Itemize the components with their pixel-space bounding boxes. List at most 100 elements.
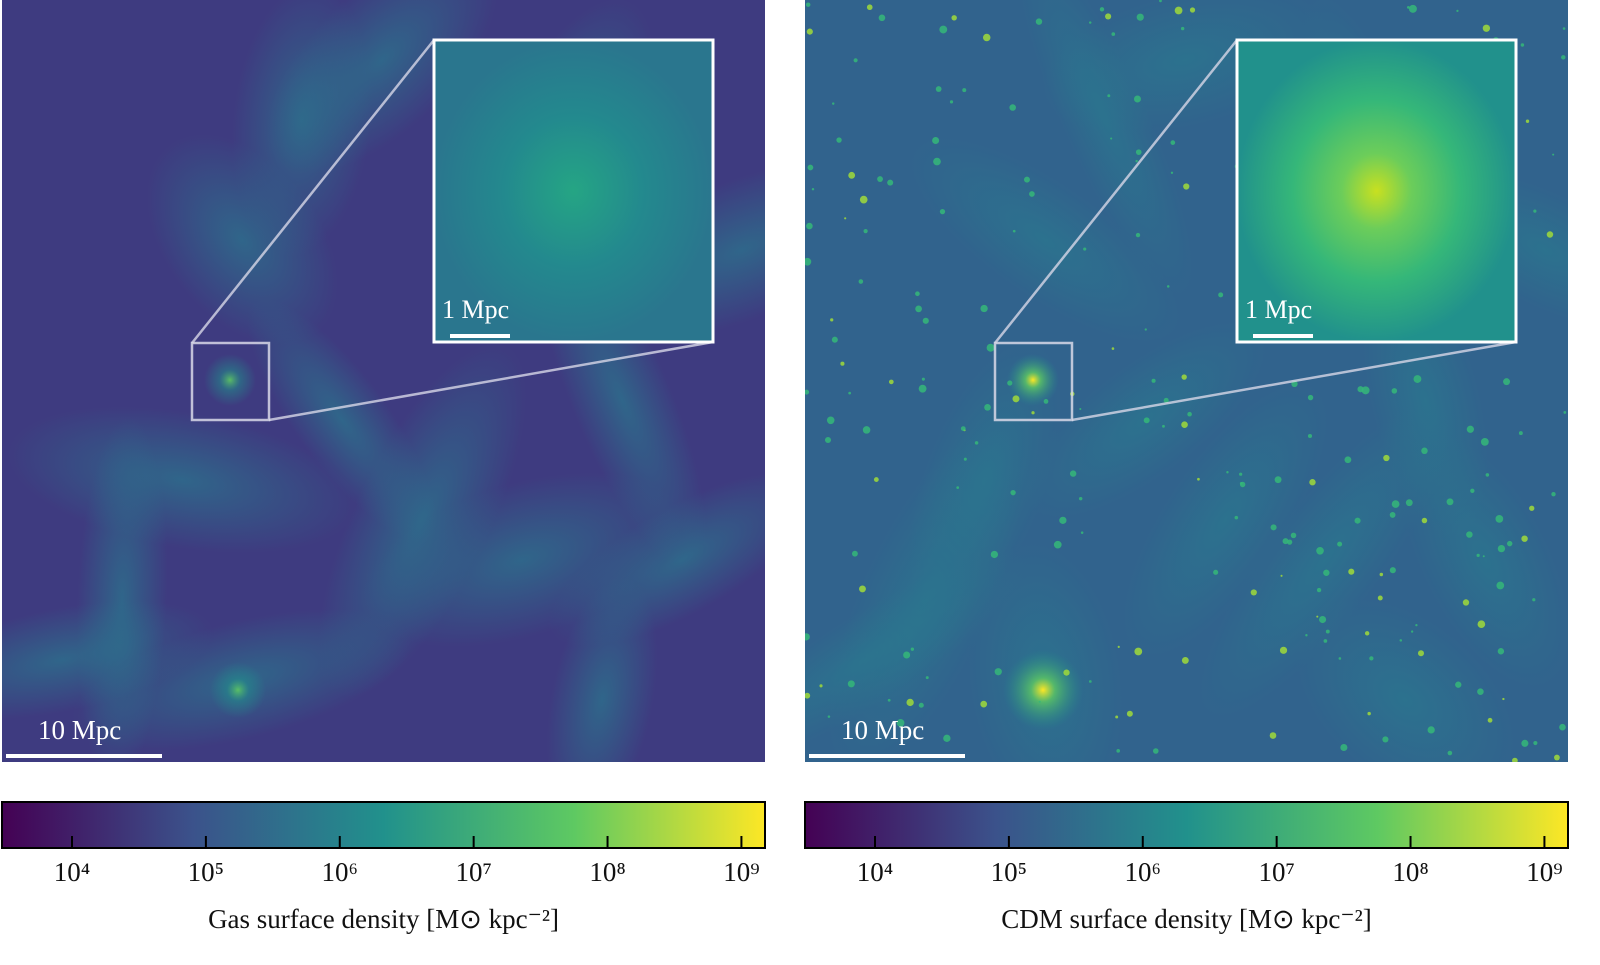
subhalo	[1379, 572, 1384, 577]
subhalo	[1181, 421, 1188, 429]
subhalo	[1323, 569, 1330, 576]
subhalo	[1533, 740, 1538, 746]
subhalo	[1482, 555, 1485, 558]
subhalo	[1250, 589, 1257, 596]
subhalo	[1338, 657, 1342, 660]
colorbar-tick-label: 10⁹	[723, 857, 759, 887]
subhalo	[1088, 21, 1092, 24]
subhalo	[990, 550, 999, 559]
filament	[247, 298, 437, 542]
subhalo	[1009, 104, 1016, 111]
colorbar-tick-label: 10⁷	[455, 857, 491, 887]
subhalo	[1337, 541, 1343, 547]
subhalo	[1270, 524, 1277, 531]
subhalo	[1487, 717, 1493, 723]
subhalo	[1038, 700, 1041, 703]
subhalo	[1325, 629, 1330, 634]
subhalo	[974, 441, 979, 445]
subhalo	[807, 164, 814, 171]
subhalo	[980, 700, 988, 708]
subhalo	[1348, 568, 1355, 575]
subhalo	[960, 426, 966, 431]
subhalo	[1462, 599, 1470, 606]
subhalo	[1512, 757, 1518, 762]
subhalo	[1111, 32, 1116, 36]
subhalo	[1280, 574, 1283, 577]
subhalo	[1279, 646, 1288, 654]
subhalo	[862, 426, 871, 434]
subhalo	[858, 279, 864, 284]
subhalo	[1476, 553, 1480, 557]
subhalo	[851, 550, 858, 557]
subhalo	[896, 719, 905, 727]
subhalo	[1126, 710, 1133, 717]
subhalo	[1029, 191, 1035, 197]
inset-scale-label: 1 Mpc	[442, 295, 509, 324]
subhalo	[1307, 394, 1314, 401]
scale-label: 10 Mpc	[38, 715, 121, 745]
inset-connector	[994, 39, 1238, 344]
subhalo	[831, 336, 838, 343]
subhalo	[1080, 531, 1084, 534]
colorbar-label: Gas surface density [M⊙ kpc⁻²]	[208, 904, 559, 934]
subhalo	[805, 633, 810, 641]
halo	[1003, 650, 1083, 730]
subhalo	[1174, 6, 1183, 15]
subhalo	[1455, 681, 1462, 688]
subhalo	[805, 692, 811, 699]
scale-label: 10 Mpc	[841, 715, 924, 745]
subhalo	[1506, 540, 1513, 547]
colorbar-tick-label: 10⁶	[1125, 857, 1161, 887]
subhalo	[1485, 473, 1490, 477]
subhalo	[1189, 7, 1196, 13]
subhalo	[1162, 424, 1165, 428]
filament	[909, 137, 1181, 343]
subhalo	[1307, 433, 1313, 439]
subhalo	[1413, 375, 1422, 383]
subhalo	[933, 157, 941, 166]
subhalo	[1319, 615, 1327, 624]
subhalo	[1099, 7, 1105, 12]
colorbar-tick-label: 10⁷	[1258, 857, 1294, 887]
filament	[805, 551, 1028, 762]
colorbar-tick-label: 10⁸	[589, 857, 625, 887]
subhalo	[1083, 247, 1087, 251]
subhalo	[887, 698, 891, 702]
colorbar-tick-label: 10⁵	[991, 857, 1027, 887]
inset-connector	[191, 39, 435, 344]
subhalo	[1063, 669, 1070, 676]
subhalo	[1389, 567, 1396, 574]
subhalo	[840, 361, 845, 366]
inset-connector	[1071, 340, 1517, 422]
subhalo	[877, 176, 883, 182]
subhalo	[1563, 411, 1567, 414]
subhalo	[1110, 137, 1113, 140]
subhalo	[1391, 500, 1400, 508]
subhalo	[844, 217, 847, 220]
subhalo	[932, 136, 940, 145]
subhalo	[1239, 472, 1243, 476]
subhalo	[1305, 634, 1308, 637]
subhalo	[1023, 176, 1030, 183]
subhalo	[1377, 595, 1383, 601]
halo	[204, 354, 256, 406]
subhalo	[1529, 505, 1535, 511]
colorbar-tick-label: 10⁸	[1392, 857, 1428, 887]
filament	[1295, 598, 1515, 762]
subhalo	[1133, 95, 1141, 103]
subhalo	[1559, 723, 1566, 731]
subhalo	[1181, 656, 1189, 664]
subhalo	[1354, 517, 1361, 524]
subhalo	[1144, 328, 1147, 331]
subhalo	[1518, 431, 1523, 436]
subhalo	[805, 2, 811, 7]
subhalo	[866, 4, 873, 11]
subhalo	[1408, 4, 1417, 13]
subhalo	[1197, 477, 1200, 481]
subhalo	[906, 698, 914, 707]
subhalo	[1532, 598, 1536, 602]
subhalo	[832, 102, 835, 105]
filament	[266, 0, 498, 174]
